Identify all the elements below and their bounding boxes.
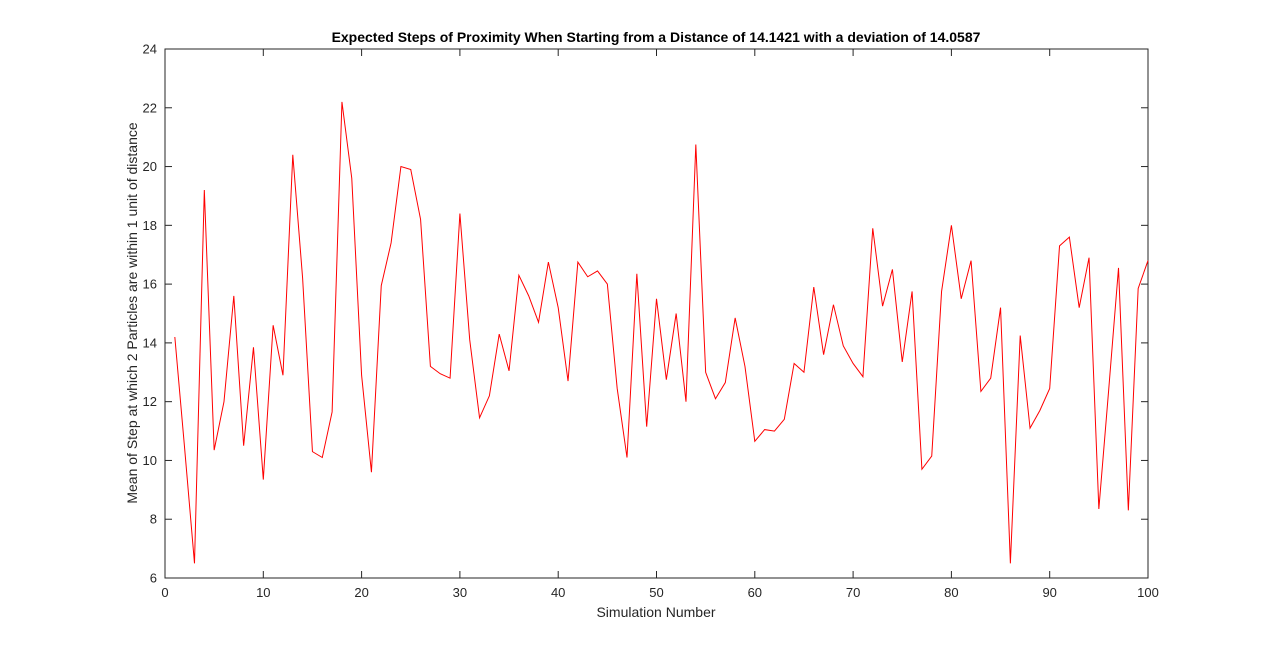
y-tick-label: 18 bbox=[143, 218, 157, 233]
x-tick-label: 30 bbox=[453, 585, 467, 600]
y-tick-label: 16 bbox=[143, 277, 157, 292]
x-tick-label: 20 bbox=[354, 585, 368, 600]
y-tick-label: 22 bbox=[143, 100, 157, 115]
y-tick-label: 8 bbox=[150, 512, 157, 527]
y-tick-label: 6 bbox=[150, 571, 157, 586]
y-tick-label: 20 bbox=[143, 159, 157, 174]
x-tick-label: 70 bbox=[846, 585, 860, 600]
y-tick-label: 14 bbox=[143, 335, 157, 350]
x-tick-label: 90 bbox=[1042, 585, 1056, 600]
x-tick-label: 40 bbox=[551, 585, 565, 600]
y-tick-label: 12 bbox=[143, 394, 157, 409]
y-tick-label: 10 bbox=[143, 453, 157, 468]
x-tick-label: 100 bbox=[1137, 585, 1159, 600]
x-tick-label: 0 bbox=[161, 585, 168, 600]
chart-title: Expected Steps of Proximity When Startin… bbox=[332, 29, 981, 45]
x-tick-label: 60 bbox=[748, 585, 762, 600]
y-tick-label: 24 bbox=[143, 42, 157, 57]
plot-area: 0 10 20 30 40 50 60 70 80 90 100 6 8 10 12 14 16 18 20 22 24 bbox=[143, 42, 1159, 601]
x-axis-label: Simulation Number bbox=[596, 604, 715, 620]
x-tick-label: 50 bbox=[649, 585, 663, 600]
y-axis-label: Mean of Step at which 2 Particles are wi… bbox=[124, 122, 140, 504]
x-tick-label: 80 bbox=[944, 585, 958, 600]
x-tick-label: 10 bbox=[256, 585, 270, 600]
